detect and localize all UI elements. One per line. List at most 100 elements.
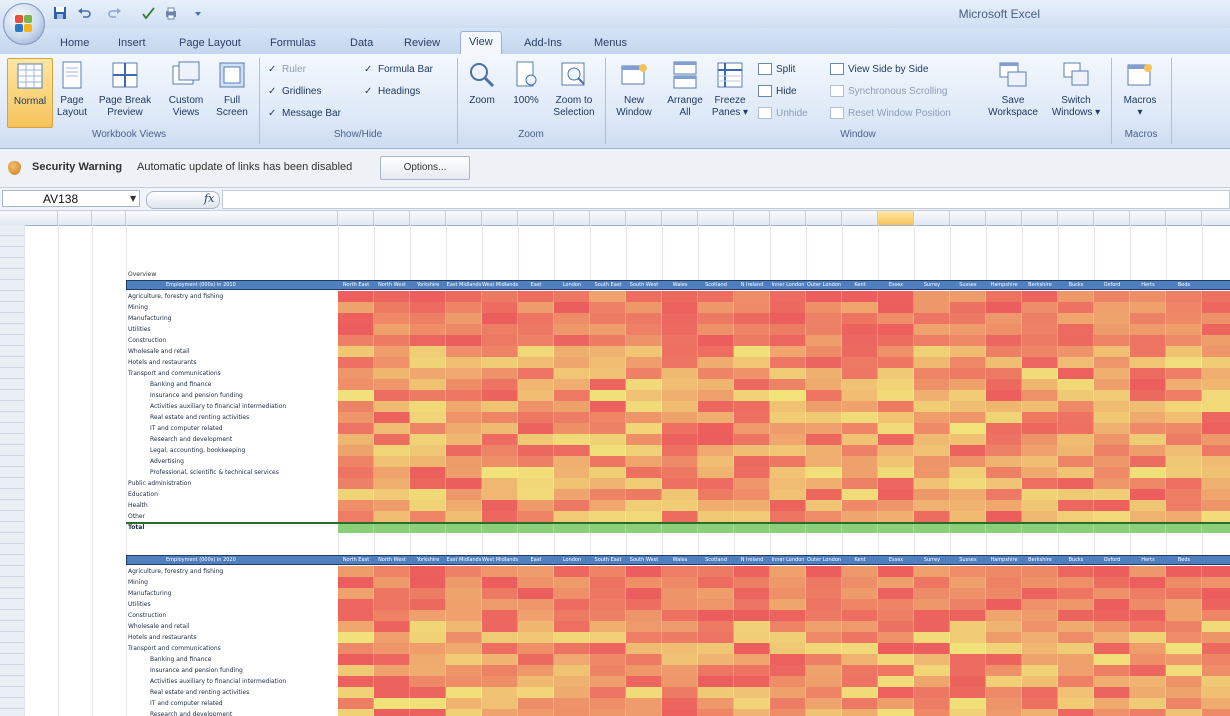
heatmap-cell[interactable] xyxy=(662,390,698,401)
heatmap-cell[interactable] xyxy=(446,621,482,632)
heatmap-cell[interactable] xyxy=(626,423,662,434)
heatmap-cell[interactable] xyxy=(1022,698,1058,709)
heatmap-cell[interactable] xyxy=(590,467,626,478)
redo-icon[interactable] xyxy=(108,6,122,20)
heatmap-cell[interactable] xyxy=(986,643,1022,654)
heatmap-cell[interactable] xyxy=(626,390,662,401)
heatmap-cell[interactable] xyxy=(806,324,842,335)
heatmap-cell[interactable] xyxy=(1094,610,1130,621)
heatmap-cell[interactable] xyxy=(338,445,374,456)
heatmap-cell[interactable] xyxy=(446,599,482,610)
row-label[interactable]: Activities auxiliary to financial interm… xyxy=(150,678,287,685)
heatmap-cell[interactable] xyxy=(590,379,626,390)
row-label[interactable]: Hotels and restaurants xyxy=(128,634,197,641)
heatmap-cell[interactable] xyxy=(986,709,1022,716)
heatmap-cell[interactable] xyxy=(626,511,662,522)
heatmap-cell[interactable] xyxy=(554,423,590,434)
heatmap-cell[interactable] xyxy=(662,423,698,434)
zoom-button[interactable]: Zoom xyxy=(462,58,502,107)
heatmap-cell[interactable] xyxy=(590,412,626,423)
heatmap-cell[interactable] xyxy=(1094,599,1130,610)
heatmap-cell[interactable] xyxy=(1058,500,1094,511)
heatmap-cell[interactable] xyxy=(554,588,590,599)
heatmap-cell[interactable] xyxy=(986,379,1022,390)
heatmap-cell[interactable] xyxy=(1202,346,1230,357)
heatmap-cell[interactable] xyxy=(1166,676,1202,687)
formula-bar-checkbox[interactable]: ✓ Formula Bar xyxy=(364,62,433,78)
heatmap-cell[interactable] xyxy=(914,698,950,709)
heatmap-cell[interactable] xyxy=(878,368,914,379)
column-header[interactable] xyxy=(1130,211,1166,225)
heatmap-cell[interactable] xyxy=(590,445,626,456)
heatmap-cell[interactable] xyxy=(482,709,518,716)
heatmap-cell[interactable] xyxy=(374,489,410,500)
heatmap-cell[interactable] xyxy=(626,500,662,511)
heatmap-cell[interactable] xyxy=(1058,577,1094,588)
heatmap-cell[interactable] xyxy=(410,291,446,302)
heatmap-cell[interactable] xyxy=(914,313,950,324)
heatmap-cell[interactable] xyxy=(626,599,662,610)
heatmap-cell[interactable] xyxy=(1130,676,1166,687)
heatmap-cell[interactable] xyxy=(374,335,410,346)
heatmap-cell[interactable] xyxy=(518,324,554,335)
heatmap-cell[interactable] xyxy=(986,599,1022,610)
heatmap-cell[interactable] xyxy=(1058,676,1094,687)
heatmap-cell[interactable] xyxy=(1058,313,1094,324)
heatmap-cell[interactable] xyxy=(482,599,518,610)
heatmap-cell[interactable] xyxy=(806,698,842,709)
heatmap-cell[interactable] xyxy=(1022,412,1058,423)
heatmap-cell[interactable] xyxy=(1058,489,1094,500)
office-button[interactable] xyxy=(3,3,45,45)
heatmap-cell[interactable] xyxy=(734,445,770,456)
row-header[interactable] xyxy=(0,412,24,423)
heatmap-cell[interactable] xyxy=(1130,500,1166,511)
heatmap-cell[interactable] xyxy=(1202,467,1230,478)
heatmap-cell[interactable] xyxy=(374,566,410,577)
heatmap-cell[interactable] xyxy=(1202,390,1230,401)
heatmap-cell[interactable] xyxy=(914,588,950,599)
heatmap-cell[interactable] xyxy=(1058,379,1094,390)
insert-function-icon[interactable]: fx xyxy=(204,192,215,205)
save-icon[interactable] xyxy=(53,6,67,20)
row-label[interactable]: Hotels and restaurants xyxy=(128,359,197,366)
heatmap-cell[interactable] xyxy=(770,511,806,522)
heatmap-cell[interactable] xyxy=(950,665,986,676)
heatmap-cell[interactable] xyxy=(446,423,482,434)
heatmap-cell[interactable] xyxy=(1166,401,1202,412)
heatmap-cell[interactable] xyxy=(1130,478,1166,489)
heatmap-cell[interactable] xyxy=(986,357,1022,368)
row-label[interactable]: Real estate and renting activities xyxy=(150,414,250,421)
heatmap-cell[interactable] xyxy=(482,313,518,324)
heatmap-cell[interactable] xyxy=(662,632,698,643)
heatmap-cell[interactable] xyxy=(1166,687,1202,698)
heatmap-cell[interactable] xyxy=(374,445,410,456)
heatmap-cell[interactable] xyxy=(770,379,806,390)
heatmap-cell[interactable] xyxy=(950,709,986,716)
heatmap-cell[interactable] xyxy=(1058,401,1094,412)
heatmap-cell[interactable] xyxy=(734,401,770,412)
heatmap-cell[interactable] xyxy=(842,511,878,522)
heatmap-cell[interactable] xyxy=(446,291,482,302)
heatmap-cell[interactable] xyxy=(986,467,1022,478)
heatmap-cell[interactable] xyxy=(698,522,734,533)
heatmap-cell[interactable] xyxy=(518,434,554,445)
heatmap-cell[interactable] xyxy=(770,522,806,533)
heatmap-cell[interactable] xyxy=(1022,423,1058,434)
heatmap-cell[interactable] xyxy=(554,335,590,346)
heatmap-cell[interactable] xyxy=(1022,676,1058,687)
heatmap-cell[interactable] xyxy=(1202,588,1230,599)
column-header[interactable] xyxy=(698,211,734,225)
row-label[interactable]: Activities auxiliary to financial interm… xyxy=(150,403,287,410)
heatmap-cell[interactable] xyxy=(626,445,662,456)
heatmap-cell[interactable] xyxy=(1166,643,1202,654)
heatmap-cell[interactable] xyxy=(410,357,446,368)
heatmap-cell[interactable] xyxy=(878,346,914,357)
row-label[interactable]: IT and computer related xyxy=(150,700,223,707)
heatmap-cell[interactable] xyxy=(806,478,842,489)
heatmap-cell[interactable] xyxy=(446,324,482,335)
heatmap-cell[interactable] xyxy=(446,346,482,357)
row-header[interactable] xyxy=(0,566,24,577)
row-label[interactable]: Banking and finance xyxy=(150,656,212,663)
heatmap-cell[interactable] xyxy=(698,313,734,324)
heatmap-cell[interactable] xyxy=(842,456,878,467)
